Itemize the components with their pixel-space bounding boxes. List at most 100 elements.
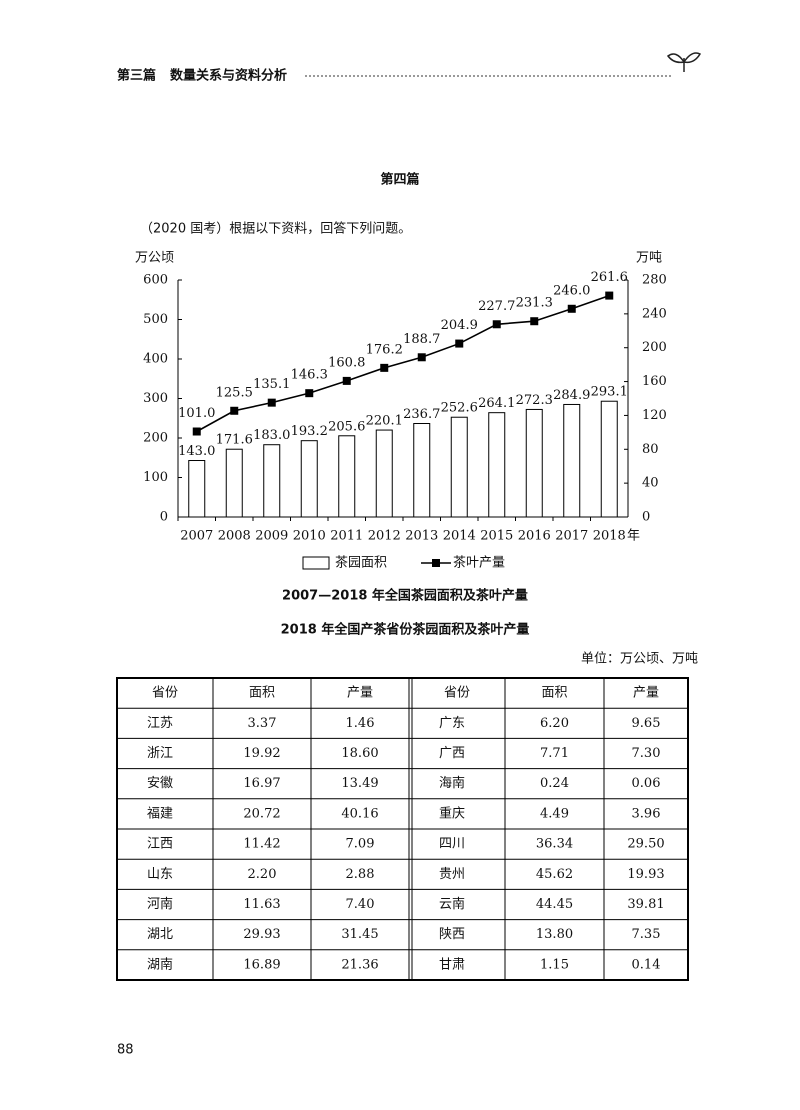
line-value-label: 227.7 (478, 299, 515, 314)
table-header-cell: 面积 (541, 686, 567, 701)
y2-tick-label: 120 (642, 408, 667, 423)
table-cell: 7.30 (632, 746, 661, 761)
bar-value-label: 143.0 (178, 444, 215, 459)
table-cell: 40.16 (341, 806, 378, 821)
table-cell: 0.14 (632, 957, 661, 972)
table-cell: 3.96 (632, 806, 661, 821)
bar (488, 412, 506, 518)
x-tick-label: 2007 (180, 529, 213, 544)
legend-swatch (432, 559, 440, 567)
table-cell: 4.49 (540, 806, 569, 821)
y-tick-label: 300 (143, 391, 168, 406)
legend-label: 茶叶产量 (453, 555, 505, 571)
table-cell: 2.88 (346, 867, 375, 882)
y-label: 万公顷 (135, 251, 174, 266)
line-value-label: 101.0 (178, 406, 215, 421)
y-tick-label: 200 (143, 431, 168, 446)
legend-label: 茶园面积 (335, 555, 387, 571)
table-cell: 江苏 (147, 715, 173, 731)
table-cell: 贵州 (439, 867, 465, 882)
line-value-label: 176.2 (366, 342, 403, 357)
line-marker (530, 317, 539, 326)
chart-title: 2007—2018 年全国茶园面积及茶叶产量 (282, 588, 528, 604)
table-cell: 1.46 (346, 716, 375, 731)
x-tick-label: 2008 (218, 529, 251, 544)
x-tick-label: 2013 (405, 529, 438, 544)
table-unit: 单位：万公顷、万吨 (581, 652, 698, 667)
x-tick-label: 2017 (555, 529, 588, 544)
bar-value-label: 171.6 (216, 433, 253, 448)
x-tick-label: 2015 (480, 529, 513, 544)
y2-tick-label: 40 (642, 476, 659, 491)
table-cell: 39.81 (627, 897, 664, 912)
bar-value-label: 284.9 (553, 388, 590, 403)
y2-label: 万吨 (636, 251, 662, 266)
bar (563, 403, 581, 518)
bar-value-label: 293.1 (591, 385, 628, 400)
line-marker (305, 389, 314, 398)
table-cell: 36.34 (536, 837, 573, 852)
y2-tick-label: 240 (642, 306, 667, 321)
line-marker (342, 376, 351, 385)
table-cell: 21.36 (341, 957, 378, 972)
page-number: 88 (117, 1043, 134, 1058)
table-header-cell: 产量 (347, 686, 373, 701)
table-cell: 29.50 (627, 837, 664, 852)
table-cell: 19.92 (243, 746, 280, 761)
line-marker (567, 304, 576, 313)
heading: 第四篇 (380, 172, 419, 188)
line-marker (605, 291, 614, 300)
bar (225, 448, 243, 518)
x-tick-label: 2009 (255, 529, 288, 544)
table-cell: 0.06 (632, 776, 661, 791)
line-value-label: 188.7 (403, 332, 440, 347)
bar-value-label: 252.6 (441, 401, 478, 416)
x-tick-label: 2014 (443, 529, 476, 544)
bar (188, 460, 206, 518)
bar-value-label: 205.6 (328, 419, 365, 434)
table-cell: 云南 (439, 896, 465, 912)
table-cell: 19.93 (627, 867, 664, 882)
table-cell: 3.37 (248, 716, 277, 731)
y-tick-label: 0 (160, 510, 168, 525)
table-cell: 1.15 (540, 957, 569, 972)
x-tick-label: 2012 (368, 529, 401, 544)
y-tick-label: 100 (143, 470, 168, 485)
table-cell: 11.63 (243, 897, 280, 912)
y-tick-label: 600 (143, 273, 168, 288)
table-cell: 山东 (147, 867, 173, 882)
line-marker (380, 363, 389, 372)
table-cell: 2.20 (248, 867, 277, 882)
line-value-label: 125.5 (216, 385, 253, 400)
bar (300, 440, 318, 518)
bar-value-label: 183.0 (253, 428, 290, 443)
y2-tick-label: 160 (642, 374, 667, 389)
bar-value-label: 264.1 (478, 396, 515, 411)
table-cell: 广西 (439, 746, 465, 761)
table-cell: 陕西 (439, 927, 465, 942)
table-cell: 7.09 (346, 837, 375, 852)
line-value-label: 135.1 (253, 377, 290, 392)
x-label: 年 (627, 529, 640, 544)
line-marker (230, 406, 239, 415)
line-marker (267, 398, 276, 407)
table-cell: 29.93 (243, 927, 280, 942)
y2-tick-label: 200 (642, 340, 667, 355)
table-cell: 44.45 (536, 897, 573, 912)
bar-value-label: 193.2 (291, 424, 328, 439)
x-tick-label: 2011 (330, 529, 363, 544)
table-cell: 四川 (439, 837, 465, 852)
table-header-cell: 省份 (444, 686, 470, 701)
table-cell: 6.20 (540, 716, 569, 731)
x-tick-label: 2016 (518, 529, 551, 544)
table-cell: 16.89 (243, 957, 280, 972)
table-header-cell: 省份 (152, 686, 178, 701)
leaf-icon (666, 52, 702, 73)
line (196, 294, 610, 433)
table-cell: 湖南 (147, 956, 173, 972)
table-cell: 13.80 (536, 927, 573, 942)
table-cell: 31.45 (341, 927, 378, 942)
y2-tick-label: 80 (642, 442, 659, 457)
table-cell: 甘肃 (439, 957, 465, 972)
table-cell: 江西 (147, 837, 173, 852)
